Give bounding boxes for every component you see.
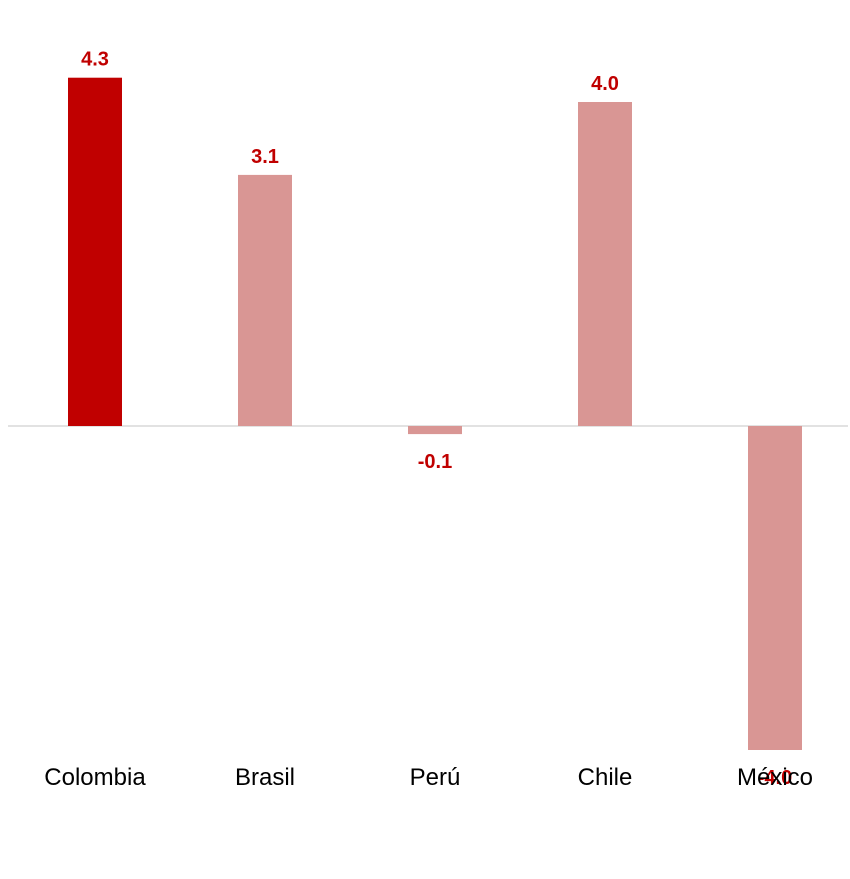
data-label-brasil: 3.1 bbox=[251, 146, 279, 168]
data-label-peru: -0.1 bbox=[418, 451, 452, 473]
category-labels-group: Colombia Brasil Perú Chile México bbox=[44, 764, 813, 791]
category-label-colombia: Colombia bbox=[44, 764, 146, 791]
data-label-colombia: 4.3 bbox=[81, 49, 109, 71]
category-label-peru: Perú bbox=[410, 764, 461, 791]
category-label-brasil: Brasil bbox=[235, 764, 295, 791]
data-labels-group: 4.3 3.1 -0.1 4.0 -4.0 bbox=[81, 49, 792, 789]
bar-mexico bbox=[748, 426, 802, 750]
bar-chile bbox=[578, 102, 632, 426]
data-label-mexico: -4.0 bbox=[758, 767, 792, 789]
bar-colombia bbox=[68, 77, 122, 426]
bar-brasil bbox=[238, 174, 292, 426]
data-label-chile: 4.0 bbox=[591, 73, 619, 95]
category-label-chile: Chile bbox=[578, 764, 633, 791]
bars-group bbox=[68, 77, 802, 750]
category-label-mexico: México bbox=[737, 764, 813, 791]
bar-peru bbox=[408, 426, 462, 435]
